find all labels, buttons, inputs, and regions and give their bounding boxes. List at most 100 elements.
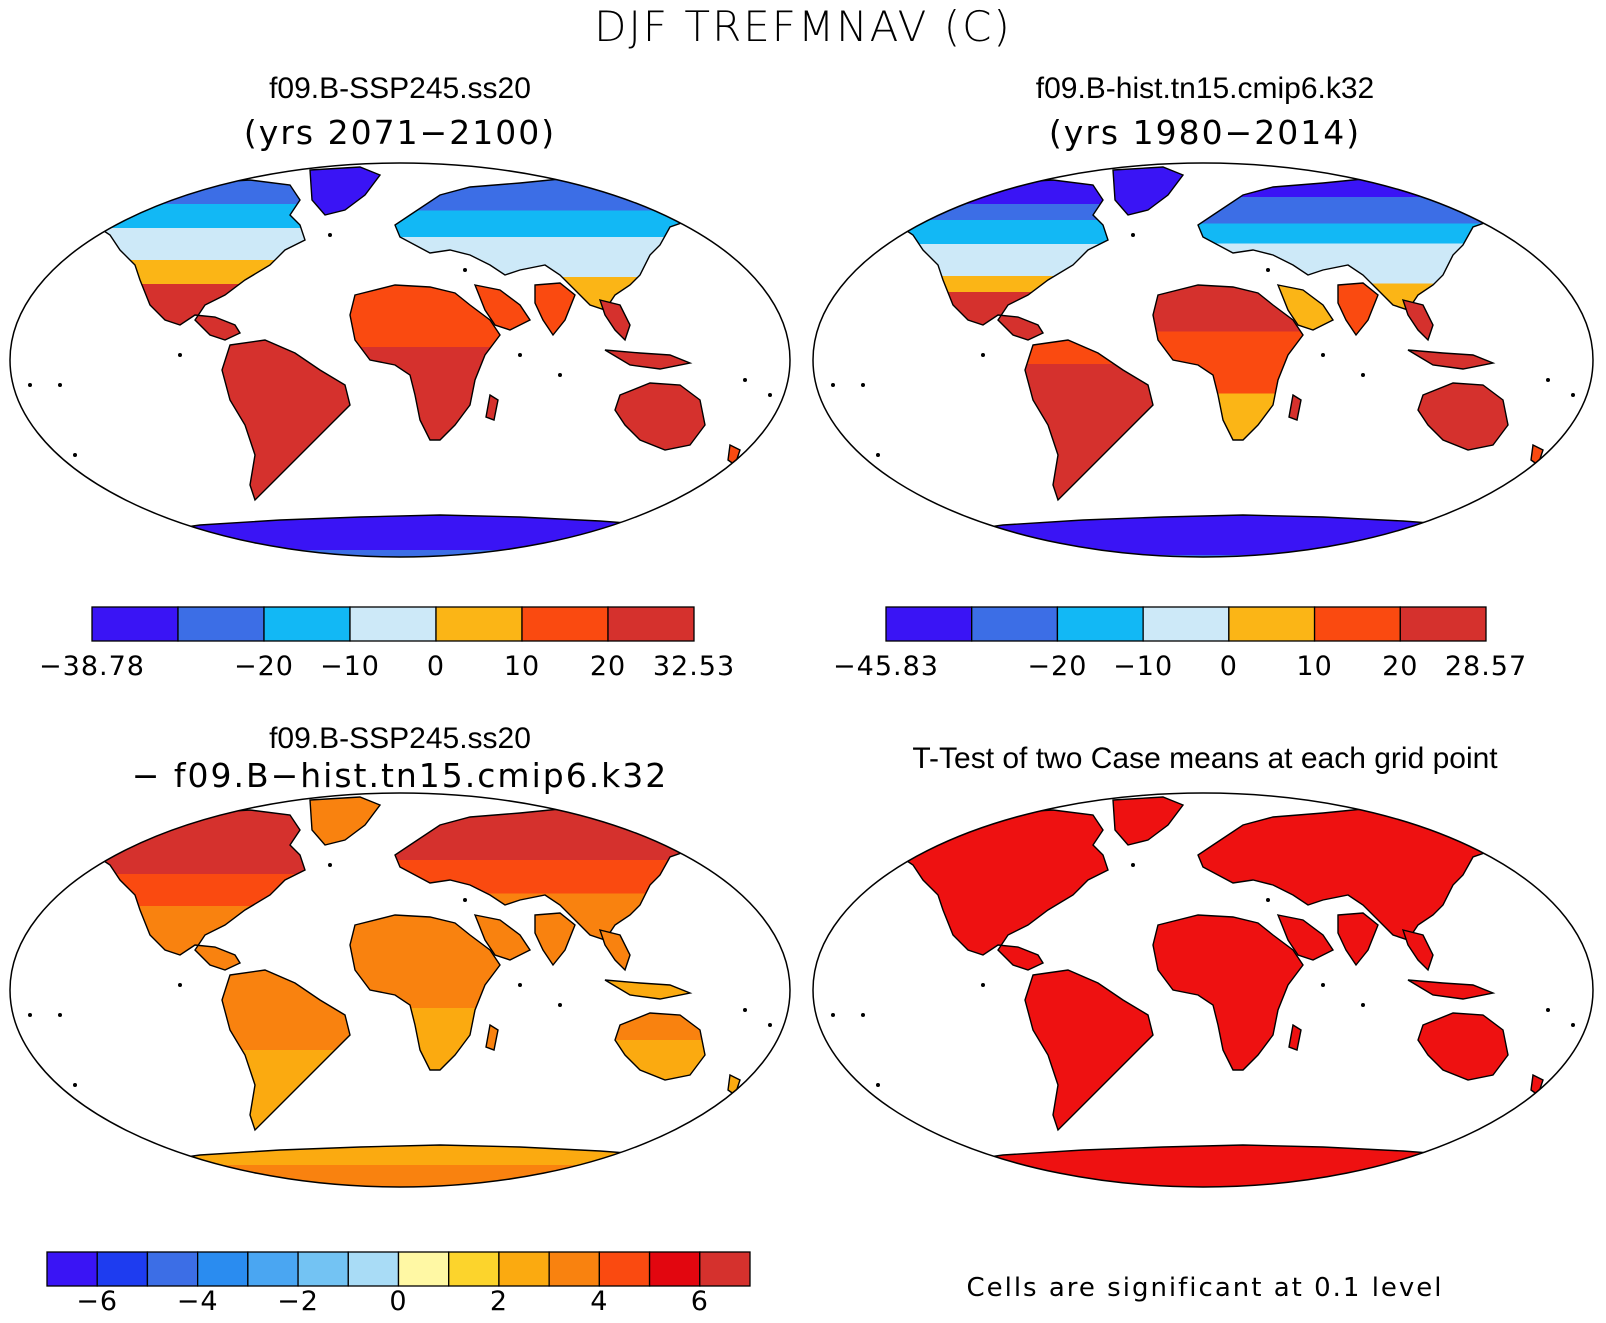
land-southAmerica (1024, 969, 1154, 1132)
map-frame (9, 162, 791, 558)
island-speck (1546, 378, 1550, 382)
land-southAmerica (1024, 339, 1154, 502)
colorbar-swatch (521, 606, 609, 642)
colorbar-tick-label: −20 (234, 651, 294, 682)
island-speck (1546, 1008, 1550, 1012)
land-northAmerica (897, 179, 1109, 341)
island-speck (1266, 898, 1270, 902)
land-northAmerica (897, 809, 1109, 971)
colorbar-swatch (46, 1251, 98, 1287)
island-speck (73, 453, 77, 457)
colorbar-tick-label: 10 (504, 651, 540, 682)
colorbar-swatch (971, 606, 1059, 642)
island-speck (178, 983, 182, 987)
land-india (1337, 282, 1379, 337)
island-speck (861, 383, 865, 387)
island-speck (463, 898, 467, 902)
island-speck (518, 983, 522, 987)
map-frame (812, 792, 1594, 1188)
colorbar-swatch (1399, 606, 1487, 642)
island-speck (178, 353, 182, 357)
colorbar-swatch (1142, 606, 1230, 642)
significance-note: Cells are significant at 0.1 level (966, 1273, 1444, 1303)
colorbar-tick-label: −10 (320, 651, 380, 682)
colorbar-swatch (1056, 606, 1144, 642)
land-seAsia (598, 299, 631, 342)
colorbar-tick-label: −2 (277, 1286, 319, 1317)
colorbar-swatch (347, 1251, 400, 1287)
map-panel-ttest (812, 792, 1594, 1188)
land-africa (349, 914, 501, 1071)
colorbar-swatch (91, 606, 179, 642)
island-speck (1571, 1023, 1575, 1027)
island-speck (1571, 393, 1575, 397)
colorbar-swatch (885, 606, 973, 642)
map-frame (9, 792, 791, 1188)
land-madagascar (1288, 1023, 1302, 1051)
land-africa (1152, 914, 1304, 1071)
colorbar-swatch (648, 1251, 701, 1287)
land-arabia (1276, 914, 1335, 961)
panel-hist-title: f09.B-hist.tn15.cmip6.k32 (1035, 72, 1375, 105)
island-speck (1361, 373, 1365, 377)
colorbar-hist: −45.83 −20 −10 0 10 20 28.57 (833, 606, 1526, 682)
island-speck (981, 983, 985, 987)
island-speck (1321, 983, 1325, 987)
map-panel-hist (812, 162, 1594, 558)
island-speck (518, 353, 522, 357)
colorbar-swatch (699, 1251, 751, 1287)
panel-ssp-subtitle: (yrs 2071−2100) (243, 113, 557, 152)
island-speck (831, 1013, 835, 1017)
land-africa (349, 284, 501, 441)
land-australia (1417, 382, 1509, 451)
colorbar-swatch (435, 606, 523, 642)
colorbar-tick-label: 32.53 (653, 651, 735, 682)
colorbar-swatch (263, 606, 351, 642)
colorbar-tick-label: 4 (590, 1286, 608, 1317)
colorbar-diff: −6 −4 −2 0 2 4 6 (46, 1251, 751, 1317)
land-australia (1417, 1012, 1509, 1081)
land-greenland (309, 166, 382, 216)
colorbar-tick-label: −10 (1113, 651, 1173, 682)
land-seAsia (1401, 929, 1434, 972)
colorbar-tick-label: −6 (76, 1286, 118, 1317)
colorbar-swatch (177, 606, 265, 642)
panel-ssp-title: f09.B-SSP245.ss20 (269, 72, 531, 105)
land-northAmerica (94, 179, 306, 341)
colorbar-swatch (448, 1251, 500, 1287)
island-speck (768, 1023, 772, 1027)
colorbar-tick-label: −20 (1027, 651, 1087, 682)
island-speck (28, 383, 32, 387)
island-speck (831, 383, 835, 387)
land-greenland (1112, 166, 1185, 216)
island-speck (1361, 1003, 1365, 1007)
land-greenland (1112, 796, 1185, 846)
island-speck (1321, 353, 1325, 357)
island-speck (58, 1013, 62, 1017)
colorbar-swatch (349, 606, 437, 642)
land-indonesia (604, 349, 693, 370)
colorbar-swatch (96, 1251, 149, 1287)
island-speck (1131, 233, 1135, 237)
island-speck (463, 268, 467, 272)
island-speck (861, 1013, 865, 1017)
island-speck (1131, 863, 1135, 867)
island-speck (876, 1083, 880, 1087)
land-southAmerica (221, 339, 351, 502)
island-speck (58, 383, 62, 387)
land-madagascar (1288, 393, 1302, 421)
island-speck (876, 453, 880, 457)
colorbar-swatch (1228, 606, 1316, 642)
panel-diff-title: f09.B-SSP245.ss20 (269, 722, 531, 755)
colorbar-swatch (498, 1251, 550, 1287)
island-speck (768, 393, 772, 397)
colorbar-swatch (397, 1251, 450, 1287)
land-arabia (473, 284, 532, 331)
island-speck (558, 1003, 562, 1007)
island-speck (73, 1083, 77, 1087)
colorbar-tick-label: −45.83 (833, 651, 939, 682)
colorbar-tick-label: 6 (691, 1286, 709, 1317)
island-speck (1266, 268, 1270, 272)
colorbar-tick-label: 10 (1296, 651, 1332, 682)
land-madagascar (485, 1023, 499, 1051)
